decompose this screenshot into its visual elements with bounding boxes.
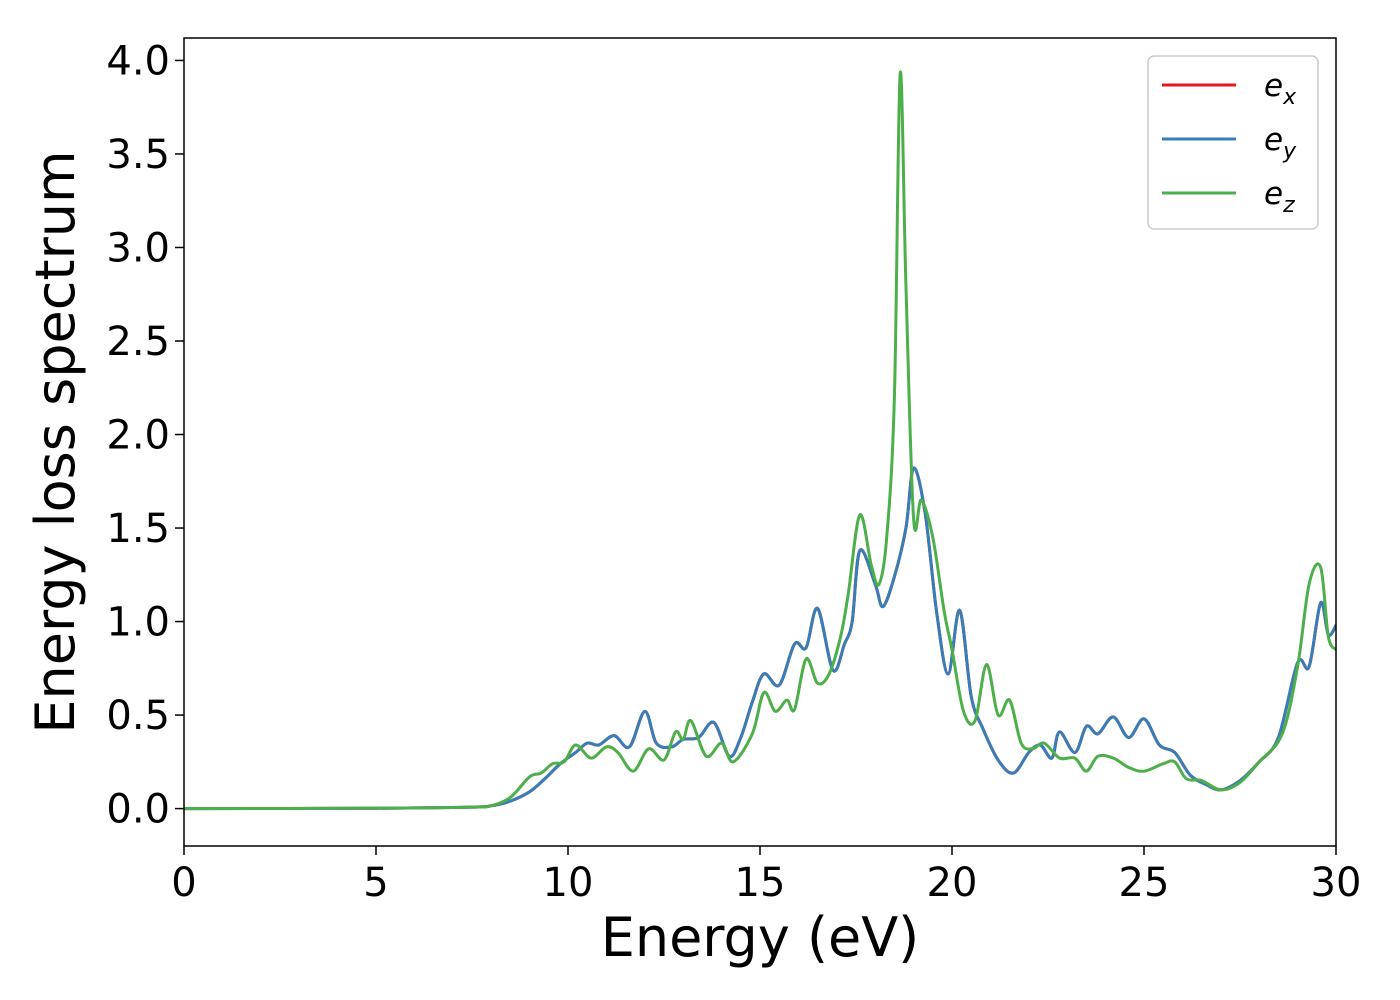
x-tick-label: 30 xyxy=(1311,860,1362,906)
x-tick-label: 25 xyxy=(1119,860,1170,906)
x-axis-ticks: 0 5 10 15 20 25 30 xyxy=(171,846,1361,906)
y-tick-label: 2.5 xyxy=(106,319,170,365)
series-line-y xyxy=(184,466,1336,811)
x-tick-label: 20 xyxy=(927,860,978,906)
legend-label: ex xyxy=(1264,68,1297,110)
series-layer xyxy=(184,70,1336,811)
x-axis-label: Energy (eV) xyxy=(601,906,920,969)
y-tick-label: 1.5 xyxy=(106,506,170,552)
legend-box xyxy=(1147,55,1319,230)
x-tick-label: 0 xyxy=(171,860,196,906)
x-tick-label: 5 xyxy=(363,860,388,906)
x-tick-label: 15 xyxy=(735,860,786,906)
y-tick-label: 3.5 xyxy=(106,132,170,178)
y-tick-label: 4.0 xyxy=(106,38,170,84)
legend-label: ez xyxy=(1264,176,1295,218)
legend: ex ey ez xyxy=(1147,55,1319,230)
legend-label: ey xyxy=(1264,122,1297,164)
series-line-z xyxy=(184,70,1336,811)
y-tick-label: 0.0 xyxy=(106,787,170,833)
series-line-x xyxy=(184,466,1336,811)
y-axis-ticks: 0.0 0.5 1.0 1.5 2.0 2.5 3.0 3.5 4.0 xyxy=(106,38,184,833)
legend-entry-z: ez xyxy=(1162,176,1295,218)
x-tick-label: 10 xyxy=(543,860,594,906)
legend-entry-x: ex xyxy=(1162,68,1297,110)
legend-entry-y: ey xyxy=(1162,122,1297,164)
y-tick-label: 1.0 xyxy=(106,600,170,646)
y-tick-label: 0.5 xyxy=(106,693,170,739)
y-tick-label: 2.0 xyxy=(106,413,170,459)
y-tick-label: 3.0 xyxy=(106,225,170,271)
legend-items: ex ey ez xyxy=(1162,68,1297,218)
y-axis-label: Energy loss spectrum xyxy=(24,150,87,733)
